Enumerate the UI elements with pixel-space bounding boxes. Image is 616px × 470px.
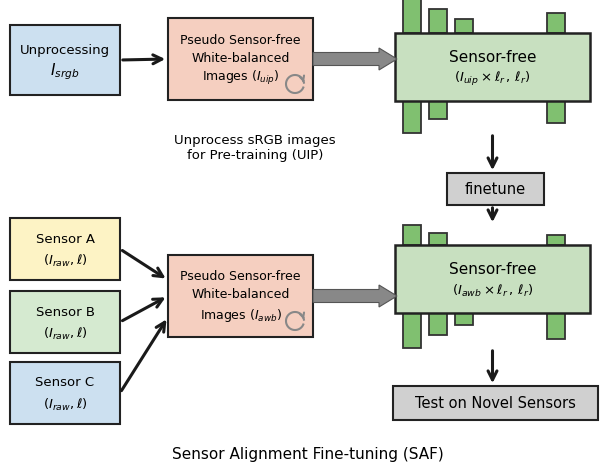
FancyBboxPatch shape (455, 313, 473, 325)
Text: Unprocessing: Unprocessing (20, 44, 110, 56)
FancyBboxPatch shape (547, 235, 565, 245)
FancyBboxPatch shape (447, 173, 544, 205)
FancyBboxPatch shape (429, 9, 447, 33)
Text: $(I_{raw}, \ell)$: $(I_{raw}, \ell)$ (43, 397, 87, 413)
Text: $I_{srgb}$: $I_{srgb}$ (51, 62, 79, 82)
Text: Sensor C: Sensor C (36, 376, 95, 390)
Text: Sensor-free: Sensor-free (448, 49, 537, 64)
FancyBboxPatch shape (10, 291, 120, 353)
FancyBboxPatch shape (429, 313, 447, 335)
Text: $(I_{awb}\times\ell_r\,,\,\ell_r)$: $(I_{awb}\times\ell_r\,,\,\ell_r)$ (452, 283, 533, 299)
FancyBboxPatch shape (395, 245, 590, 313)
Text: Unprocess sRGB images
for Pre-training (UIP): Unprocess sRGB images for Pre-training (… (174, 134, 336, 162)
Text: White-balanced: White-balanced (192, 289, 290, 301)
FancyBboxPatch shape (547, 313, 565, 339)
Text: Test on Novel Sensors: Test on Novel Sensors (415, 395, 576, 410)
Text: Images ($I_{awb}$): Images ($I_{awb}$) (200, 306, 282, 323)
FancyBboxPatch shape (403, 313, 421, 348)
Text: finetune: finetune (465, 181, 526, 196)
FancyBboxPatch shape (403, 101, 421, 133)
Text: $(I_{raw}, \ell)$: $(I_{raw}, \ell)$ (43, 326, 87, 342)
Text: Pseudo Sensor-free: Pseudo Sensor-free (180, 271, 301, 283)
Text: White-balanced: White-balanced (192, 52, 290, 64)
Text: Sensor B: Sensor B (36, 306, 94, 319)
Polygon shape (313, 285, 397, 307)
FancyBboxPatch shape (547, 101, 565, 123)
FancyBboxPatch shape (393, 386, 598, 420)
FancyBboxPatch shape (455, 19, 473, 33)
FancyBboxPatch shape (168, 255, 313, 337)
FancyBboxPatch shape (168, 18, 313, 100)
Polygon shape (313, 48, 397, 70)
Text: Sensor Alignment Fine-tuning (SAF): Sensor Alignment Fine-tuning (SAF) (172, 447, 444, 462)
FancyBboxPatch shape (10, 25, 120, 95)
FancyBboxPatch shape (547, 13, 565, 33)
Text: Pseudo Sensor-free: Pseudo Sensor-free (180, 33, 301, 47)
Text: $(I_{uip}\times\ell_r\,,\,\ell_r)$: $(I_{uip}\times\ell_r\,,\,\ell_r)$ (454, 70, 531, 88)
Text: Sensor A: Sensor A (36, 233, 94, 245)
FancyBboxPatch shape (395, 33, 590, 101)
FancyBboxPatch shape (429, 101, 447, 119)
Text: Images ($I_{uip}$): Images ($I_{uip}$) (202, 69, 279, 87)
Text: $(I_{raw}, \ell)$: $(I_{raw}, \ell)$ (43, 253, 87, 269)
FancyBboxPatch shape (10, 218, 120, 280)
Text: Sensor-free: Sensor-free (448, 261, 537, 276)
FancyBboxPatch shape (403, 225, 421, 245)
FancyBboxPatch shape (403, 0, 421, 33)
FancyBboxPatch shape (10, 362, 120, 424)
FancyBboxPatch shape (429, 233, 447, 245)
